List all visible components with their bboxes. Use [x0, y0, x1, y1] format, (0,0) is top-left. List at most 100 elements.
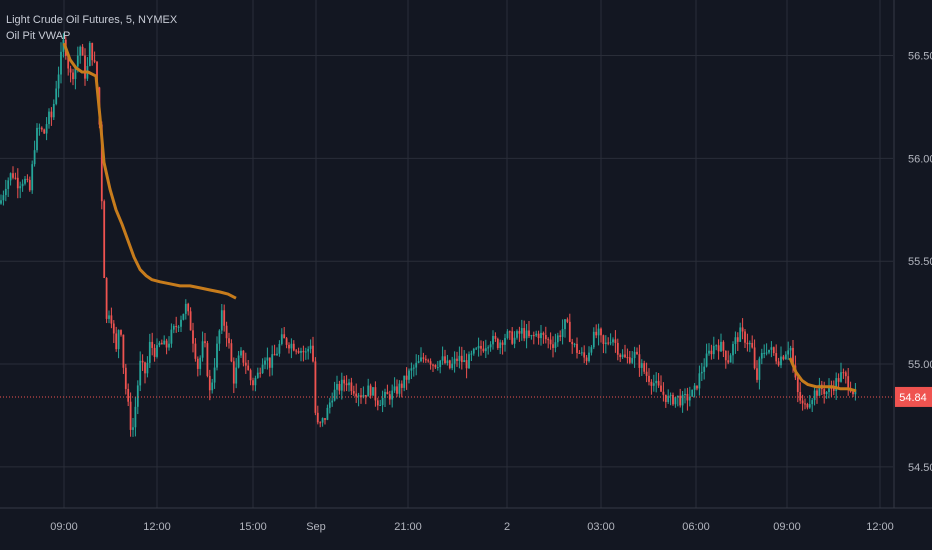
candle-body — [160, 342, 163, 345]
candle-body — [84, 55, 86, 79]
candle-body — [636, 351, 638, 355]
candle-body — [379, 404, 382, 406]
candle-body — [688, 396, 691, 401]
candle-body — [242, 350, 245, 363]
x-tick-label: 2 — [504, 521, 510, 533]
candle-body — [405, 375, 408, 380]
candle-body — [746, 342, 749, 345]
candle-body — [463, 360, 466, 363]
candle-body — [336, 383, 338, 390]
candle-body — [580, 352, 583, 354]
candle-body — [588, 352, 590, 362]
chart-legend: Light Crude Oil Futures, 5, NYMEX Oil Pi… — [6, 12, 177, 44]
candle-body — [273, 354, 276, 356]
candle-body — [412, 367, 415, 369]
candle-body — [734, 337, 737, 345]
candle-body — [823, 389, 826, 395]
candle-body — [67, 56, 70, 69]
candle-body — [590, 347, 593, 353]
candle-body — [16, 177, 19, 189]
candle-body — [624, 354, 626, 358]
candle-body — [758, 358, 761, 380]
candle-body — [717, 345, 720, 352]
candle-body — [475, 348, 478, 350]
candle-body — [633, 351, 636, 359]
candle-body — [715, 345, 718, 347]
candle-body — [60, 51, 62, 75]
candle-body — [434, 364, 437, 368]
candle-body — [710, 350, 713, 355]
candle-body — [753, 347, 756, 369]
candle-body — [343, 379, 346, 384]
candle-body — [760, 352, 763, 359]
candle-body — [458, 355, 461, 361]
candle-body — [403, 375, 406, 388]
candle-body — [199, 357, 202, 369]
candle-body — [316, 412, 319, 423]
candle-body — [676, 395, 679, 398]
y-tick-label: 56.50 — [908, 51, 932, 63]
candle-body — [232, 361, 235, 384]
candle-body — [319, 422, 322, 424]
candle-body — [288, 344, 290, 349]
candle-body — [165, 340, 168, 348]
candle-body — [153, 347, 156, 357]
candle-body — [484, 348, 487, 352]
candle-body — [542, 332, 545, 335]
candle-body — [146, 362, 149, 374]
candle-body — [607, 342, 610, 344]
candle-body — [264, 360, 266, 365]
candle-body — [177, 326, 180, 328]
candle-body — [684, 393, 686, 395]
candle-body — [45, 124, 48, 134]
candle-body — [120, 330, 122, 335]
candle-body — [825, 392, 828, 395]
candle-body — [52, 103, 55, 118]
candle-body — [775, 353, 778, 362]
x-tick-label: 03:00 — [587, 521, 615, 533]
candle-body — [427, 360, 430, 362]
candle-body — [364, 395, 367, 397]
candle-body — [266, 357, 269, 361]
candle-body — [501, 342, 504, 345]
candle-body — [645, 371, 648, 376]
candle-body — [408, 370, 410, 380]
candle-body — [784, 354, 787, 360]
candle-body — [170, 329, 173, 344]
candle-body — [568, 321, 571, 342]
candle-body — [492, 335, 494, 345]
candle-body — [489, 344, 492, 348]
candle-body — [261, 364, 264, 373]
candle-body — [792, 347, 794, 366]
candle-body — [136, 385, 139, 407]
candle-body — [9, 173, 12, 181]
candle-body — [148, 341, 151, 363]
candle-body — [705, 353, 708, 367]
candle-body — [110, 315, 113, 324]
candle-body — [369, 385, 372, 396]
candle-body — [679, 395, 682, 406]
candle-body — [532, 335, 535, 337]
candle-body — [477, 345, 480, 349]
candle-body — [525, 330, 528, 339]
candle-body — [602, 335, 605, 344]
candle-body — [660, 385, 662, 392]
candle-body — [470, 353, 473, 355]
candle-body — [732, 344, 734, 356]
x-tick-label: 09:00 — [50, 521, 78, 533]
candle-body — [208, 375, 211, 391]
candle-body — [424, 358, 427, 361]
candle-body — [453, 358, 456, 364]
candle-body — [115, 333, 118, 350]
candle-body — [662, 391, 665, 395]
candle-body — [508, 331, 511, 333]
candle-body — [163, 340, 166, 345]
candle-body — [268, 357, 271, 368]
candle-body — [396, 386, 398, 394]
candle-body — [79, 46, 82, 56]
candle-body — [410, 368, 413, 371]
candle-body — [789, 347, 792, 351]
